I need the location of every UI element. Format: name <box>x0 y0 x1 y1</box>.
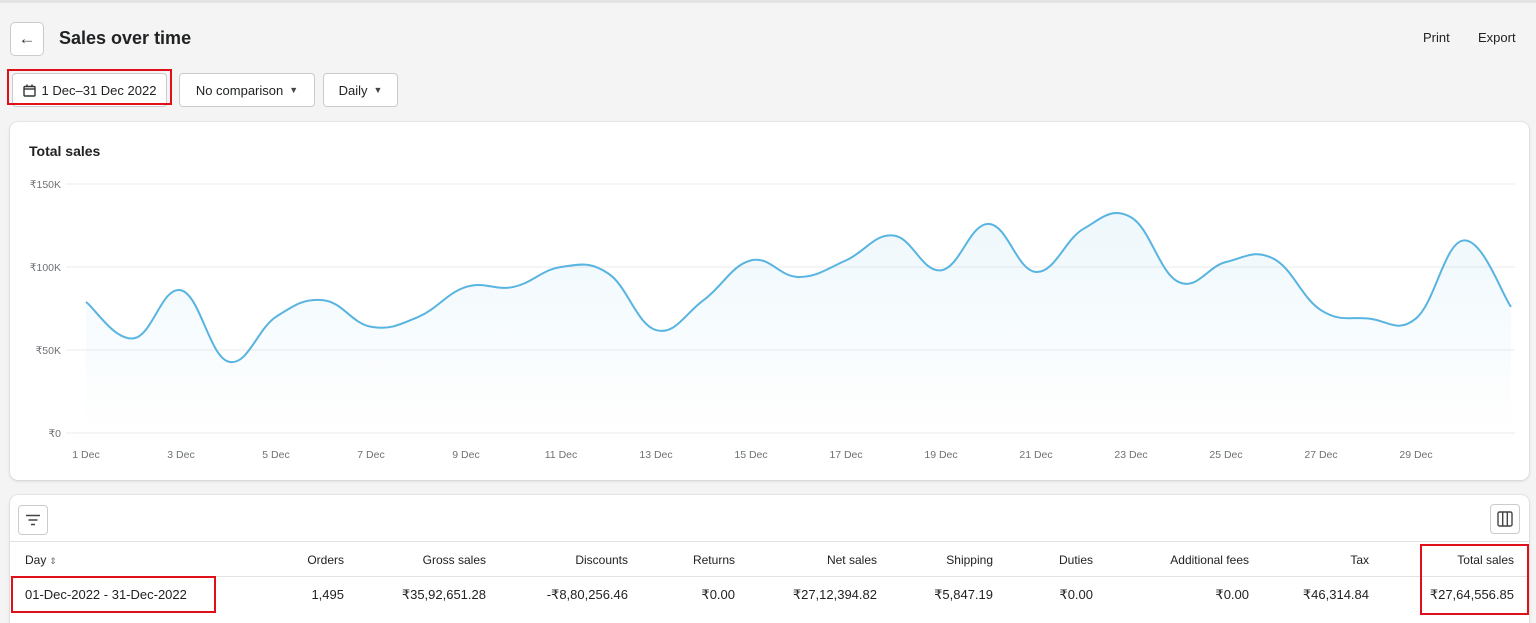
column-header-tax: Tax <box>1350 553 1369 567</box>
sales-line <box>85 211 1512 363</box>
x-tick-label: 27 Dec <box>1304 449 1337 461</box>
date-range-label: 1 Dec–31 Dec 2022 <box>41 82 157 98</box>
y-tick-label: ₹0 <box>48 428 61 440</box>
date-range-button[interactable]: 1 Dec–31 Dec 2022 <box>12 73 167 107</box>
granularity-dropdown[interactable]: Daily ▼ <box>323 73 398 107</box>
highlight-total-sales-column <box>1420 544 1529 615</box>
cell-total-sales: ₹27,64,556.85 <box>1429 587 1514 602</box>
x-tick-label: 5 Dec <box>262 449 289 461</box>
y-tick-label: ₹100K <box>30 262 61 274</box>
cell-orders: 1,495 <box>311 587 344 602</box>
x-tick-label: 1 Dec <box>72 449 99 461</box>
column-header-returns: Returns <box>692 553 735 567</box>
granularity-label: Daily <box>338 82 368 98</box>
x-tick-label: 17 Dec <box>829 449 862 461</box>
sort-icon: ⇕ <box>49 556 57 566</box>
columns-button[interactable] <box>1490 504 1520 534</box>
table-header-divider <box>10 541 1529 542</box>
x-tick-label: 21 Dec <box>1019 449 1052 461</box>
x-tick-label: 13 Dec <box>639 449 672 461</box>
column-header-net-sales: Net sales <box>826 553 877 567</box>
page-title: Sales over time <box>59 28 192 48</box>
column-header-duties: Duties <box>1058 553 1093 567</box>
comparison-dropdown[interactable]: No comparison ▼ <box>179 73 315 107</box>
x-tick-label: 15 Dec <box>734 449 767 461</box>
filter-lines-icon <box>26 514 40 526</box>
x-tick-label: 3 Dec <box>167 449 194 461</box>
x-tick-label: 29 Dec <box>1399 449 1432 461</box>
column-header-total-sales: Total sales <box>1457 553 1514 567</box>
x-tick-label: 7 Dec <box>357 449 384 461</box>
cell-gross-sales: ₹35,92,651.28 <box>401 587 486 602</box>
export-button[interactable]: Export <box>1478 30 1516 45</box>
column-header-gross-sales: Gross sales <box>422 553 486 567</box>
highlight-day-cell <box>11 576 216 613</box>
column-header-discounts: Discounts <box>575 553 628 567</box>
y-tick-label: ₹50K <box>36 345 61 357</box>
cell-shipping: ₹5,847.19 <box>934 587 993 602</box>
column-header-additional-fees: Additional fees <box>1170 553 1249 567</box>
cell-tax: ₹46,314.84 <box>1302 587 1369 602</box>
sales-area <box>86 212 1511 433</box>
caret-down-icon: ▼ <box>289 85 299 95</box>
chart-card: Total sales ₹0 ₹50K ₹100K ₹150K 1 Dec 3 Dec 5… <box>10 122 1529 480</box>
table-row-divider <box>10 576 1529 577</box>
cell-day: 01-Dec-2022 - 31-Dec-2022 <box>25 587 187 602</box>
cell-discounts: -₹8,80,256.46 <box>546 587 628 602</box>
column-header-orders: Orders <box>307 553 344 567</box>
cell-net-sales: ₹27,12,394.82 <box>792 587 877 602</box>
filter-button[interactable] <box>18 505 48 535</box>
column-header-shipping: Shipping <box>946 553 993 567</box>
back-button[interactable]: ← <box>10 22 44 56</box>
x-tick-label: 23 Dec <box>1114 449 1147 461</box>
cell-additional-fees: ₹0.00 <box>1215 587 1249 602</box>
column-header-day[interactable]: Day ⇕ <box>25 553 57 567</box>
x-tick-label: 25 Dec <box>1209 449 1242 461</box>
table-card: Day ⇕ Orders Gross sales Discounts Return… <box>10 495 1529 623</box>
chart-title: Total sales <box>29 143 101 159</box>
columns-icon <box>1497 511 1513 527</box>
caret-down-icon: ▼ <box>373 85 383 95</box>
x-tick-label: 11 Dec <box>545 449 578 461</box>
x-tick-label: 9 Dec <box>452 449 479 461</box>
calendar-icon <box>22 84 36 97</box>
arrow-left-icon: ← <box>18 29 36 48</box>
cell-returns: ₹0.00 <box>701 587 735 602</box>
print-button[interactable]: Print <box>1423 30 1450 45</box>
cell-duties: ₹0.00 <box>1059 587 1093 602</box>
sales-chart: ₹0 ₹50K ₹100K ₹150K 1 Dec 3 Dec 5 Dec 7 Dec 9 D… <box>30 179 1515 461</box>
comparison-label: No comparison <box>195 82 284 98</box>
y-tick-label: ₹150K <box>30 179 61 191</box>
highlight-date-range <box>7 69 172 105</box>
x-tick-label: 19 Dec <box>924 449 957 461</box>
top-border <box>0 0 1536 3</box>
